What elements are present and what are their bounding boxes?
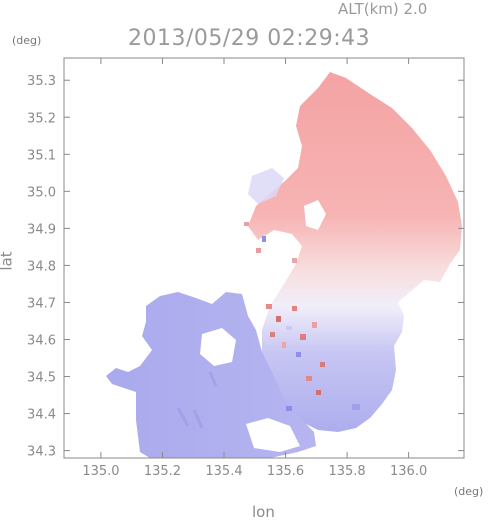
- echo-region-main: [248, 72, 462, 432]
- axis-ticks: 135.0 135.2 135.4 135.6 135.8 136.0 34.3 34.4 34…: [27, 58, 464, 479]
- x-tick-label-0: 135.0: [82, 464, 119, 479]
- y-tick-label-9: 35.2: [27, 111, 56, 126]
- y-tick-label-6: 34.9: [27, 222, 56, 237]
- x-tick-label-4: 135.8: [328, 464, 365, 479]
- echo-speckles: [244, 222, 360, 411]
- y-tick-label-3: 34.6: [27, 333, 56, 348]
- y-tick-label-5: 34.8: [27, 259, 56, 274]
- x-axis-label: lon: [252, 503, 275, 521]
- echo-gap-inlet: [304, 200, 326, 230]
- x-axis-unit: (deg): [454, 485, 484, 498]
- y-axis-unit: (deg): [12, 34, 42, 47]
- echo-streaks: [176, 371, 218, 429]
- x-tick-label-1: 135.2: [144, 464, 181, 479]
- y-tick-label-10: 35.3: [27, 74, 56, 89]
- plot-frame: [63, 57, 465, 459]
- x-tick-label-3: 135.6: [267, 464, 304, 479]
- echo-field: [106, 72, 462, 458]
- echo-gap-south: [246, 418, 300, 452]
- y-tick-label-4: 34.7: [27, 296, 56, 311]
- x-tick-label-5: 136.0: [390, 464, 427, 479]
- y-tick-label-2: 34.5: [27, 371, 56, 386]
- timestamp-title: 2013/05/29 02:29:43: [128, 26, 371, 51]
- x-tick-label-2: 135.4: [205, 464, 242, 479]
- y-tick-label-7: 35.0: [27, 185, 56, 200]
- echo-gap-west: [200, 328, 236, 366]
- echo-region-northwest: [248, 168, 284, 204]
- altitude-label: ALT(km) 2.0: [338, 0, 428, 18]
- y-tick-label-0: 34.3: [27, 445, 56, 460]
- y-tick-label-1: 34.4: [27, 408, 56, 423]
- y-tick-label-8: 35.1: [27, 148, 56, 163]
